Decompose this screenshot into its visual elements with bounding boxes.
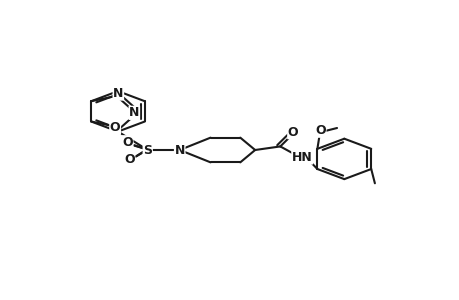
Text: N: N bbox=[174, 143, 185, 157]
Text: O: O bbox=[314, 124, 325, 137]
Text: O: O bbox=[122, 136, 133, 149]
Text: HN: HN bbox=[291, 151, 312, 164]
Text: O: O bbox=[110, 121, 120, 134]
Text: N: N bbox=[129, 106, 139, 119]
Text: N: N bbox=[113, 87, 123, 100]
Text: O: O bbox=[124, 153, 134, 166]
Text: O: O bbox=[287, 126, 298, 139]
Text: S: S bbox=[143, 143, 152, 157]
